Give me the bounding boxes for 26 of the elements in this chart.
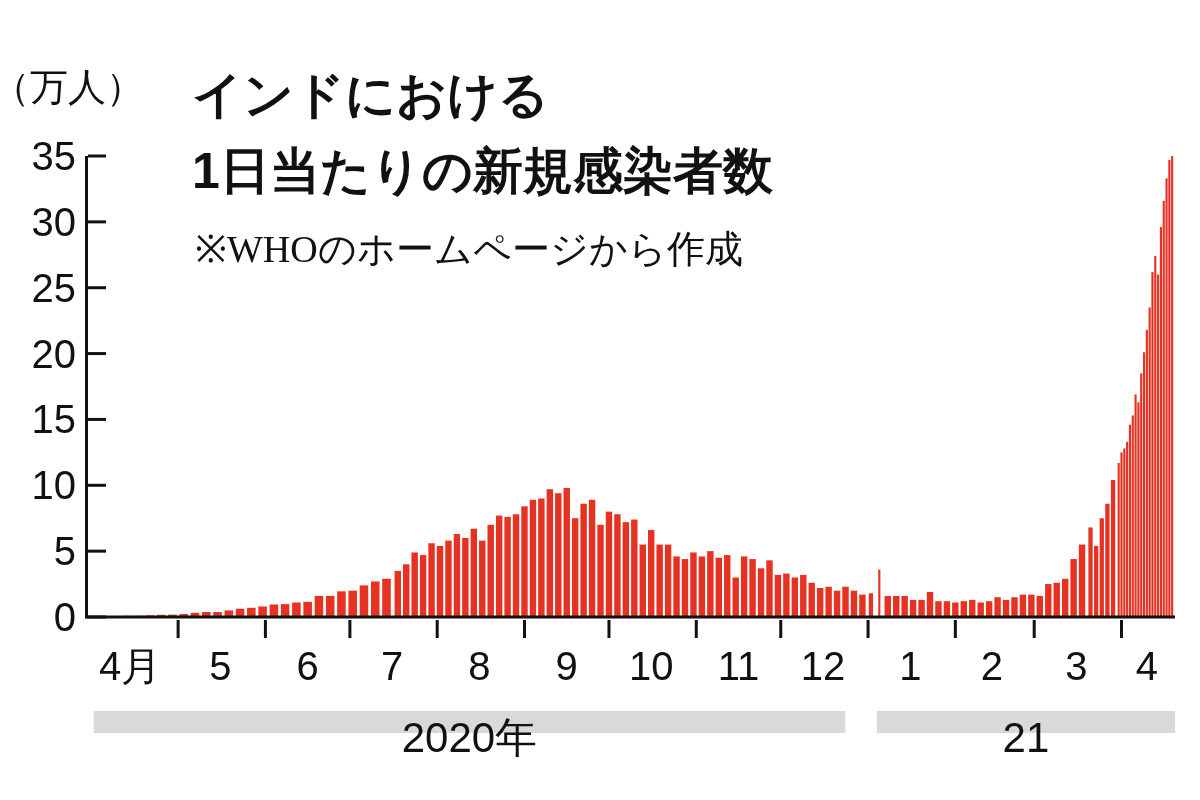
x-tick-label: 5 (209, 644, 232, 688)
x-tick-label: 1 (899, 644, 922, 688)
y-tick-label: 35 (31, 134, 76, 178)
x-tick-label: 3 (1065, 644, 1088, 688)
x-tick-label: 4 (1135, 644, 1158, 688)
x-tick-label: 4月 (99, 644, 162, 688)
y-tick-label: 0 (53, 595, 76, 639)
x-tick-label: 2 (980, 644, 1004, 688)
x-tick-label: 8 (468, 644, 491, 688)
x-tick-label: 7 (381, 644, 404, 688)
y-tick-label: 10 (31, 463, 76, 508)
y-tick-label: 5 (53, 529, 76, 574)
x-tick-label: 11 (717, 644, 760, 688)
text: 21 (1002, 714, 1050, 761)
x-tick-label: 6 (296, 644, 319, 688)
y-tick-label: 25 (31, 265, 76, 310)
y-tick-label: 20 (31, 331, 76, 376)
text: ※WHOのホームページから作成 (195, 228, 743, 270)
y-tick-label: 30 (31, 199, 76, 244)
x-tick-label: 10 (628, 644, 674, 688)
chart-title: インドにおける 1日当たりの新規感染者数 (192, 67, 774, 199)
x-tick-label: 12 (800, 644, 846, 688)
text: 2020年 (401, 714, 538, 761)
y-axis-title: （万人） (0, 66, 144, 108)
y-tick-label: 15 (31, 397, 76, 442)
x-tick-label: 9 (555, 644, 578, 688)
